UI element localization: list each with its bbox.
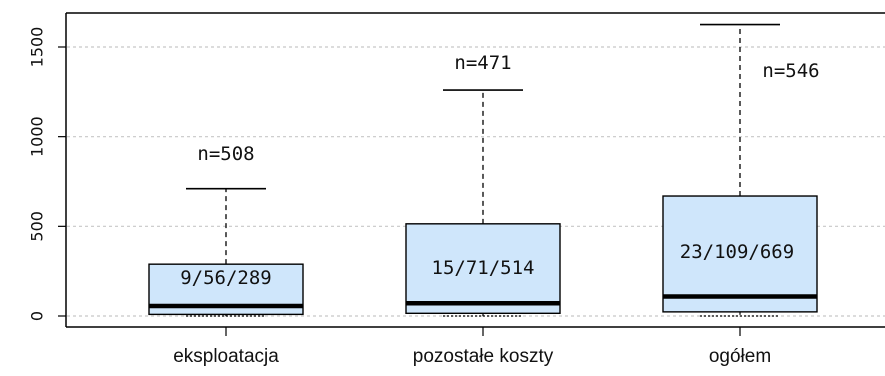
box-3-n-label: n=546 (762, 60, 819, 82)
box-1-n-label: n=508 (197, 143, 254, 165)
box-3-quartile-label: 23/109/669 (680, 241, 794, 263)
y-tick-label-500: 500 (28, 211, 47, 242)
box-2-n-label: n=471 (454, 52, 511, 74)
box-2-body (405, 223, 561, 315)
box-2-quartile-label: 15/71/514 (432, 257, 535, 279)
y-tick-label-0: 0 (28, 311, 47, 321)
box-2-x-tick-label: pozostałe koszty (413, 346, 554, 367)
box-1-x-tick-label: eksploatacja (173, 346, 279, 367)
y-tick-label-1000: 1000 (28, 116, 47, 157)
box-3-body (662, 195, 818, 313)
y-tick-label-1500: 1500 (28, 27, 47, 68)
box-1-quartile-label: 9/56/289 (180, 267, 272, 289)
box-3-x-tick-label: ogółem (709, 346, 771, 367)
